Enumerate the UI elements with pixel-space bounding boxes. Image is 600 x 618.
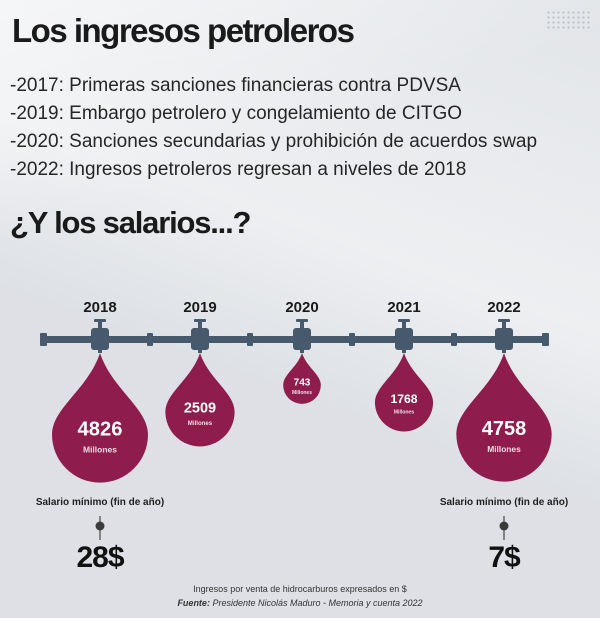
footnote-units: Ingresos por venta de hidrocarburos expr… bbox=[193, 584, 407, 594]
pipe-joint bbox=[451, 333, 457, 346]
pipe-joint bbox=[349, 333, 355, 346]
wage-marker-dot-icon bbox=[499, 521, 509, 531]
year-label-2020: 2020 bbox=[285, 299, 318, 316]
revenue-unit-label-2019: Millones bbox=[188, 420, 213, 427]
revenue-value-2021: 1768 bbox=[390, 392, 417, 406]
revenue-unit-label-2022: Millones bbox=[487, 444, 521, 454]
revenue-value-2019: 2509 bbox=[184, 401, 216, 417]
dot-pattern-decoration bbox=[546, 10, 592, 30]
valve-spout-icon bbox=[300, 349, 304, 353]
valve-stem-icon bbox=[198, 321, 202, 329]
valve-body-icon bbox=[191, 328, 209, 350]
revenue-value-2020: 743 bbox=[294, 378, 311, 389]
revenue-value-2018: 4826 bbox=[78, 419, 123, 441]
revenue-drop-2022 bbox=[456, 353, 552, 482]
valve-spout-icon bbox=[402, 349, 406, 353]
valve-stem-icon bbox=[98, 321, 102, 329]
minimum-wage-value-2018: 28$ bbox=[76, 541, 124, 574]
revenue-drop-2021 bbox=[374, 353, 434, 432]
revenue-unit-label-2021: Millones bbox=[394, 409, 415, 415]
section-subtitle: ¿Y los salarios...? bbox=[10, 205, 251, 240]
valve-body-icon bbox=[495, 328, 513, 350]
valve-spout-icon bbox=[198, 349, 202, 353]
valve-stem-icon bbox=[502, 321, 506, 329]
valve-spout-icon bbox=[98, 349, 102, 353]
valve-handle-icon bbox=[296, 319, 308, 322]
event-item: -2017: Primeras sanciones financieras co… bbox=[10, 75, 461, 96]
valve-handle-icon bbox=[94, 319, 106, 322]
valve-handle-icon bbox=[398, 319, 410, 322]
valve-body-icon bbox=[293, 328, 311, 350]
page-title: Los ingresos petroleros bbox=[12, 12, 355, 49]
year-label-2022: 2022 bbox=[487, 299, 520, 316]
valve-handle-icon bbox=[194, 319, 206, 322]
valve-body-icon bbox=[395, 328, 413, 350]
valve-body-icon bbox=[91, 328, 109, 350]
source-text: Presidente Nicolás Maduro - Memoria y cu… bbox=[209, 598, 423, 608]
revenue-drop-2018 bbox=[52, 353, 148, 483]
revenue-value-2022: 4758 bbox=[482, 418, 527, 440]
year-label-2019: 2019 bbox=[183, 299, 216, 316]
year-label-2021: 2021 bbox=[387, 299, 420, 316]
pipe-joint bbox=[247, 333, 253, 346]
valve-stem-icon bbox=[402, 321, 406, 329]
minimum-wage-label-2018: Salario mínimo (fin de año) bbox=[35, 497, 165, 508]
minimum-wage-value-2022: 7$ bbox=[488, 541, 520, 574]
valve-spout-icon bbox=[502, 349, 506, 353]
footnote-source: Fuente: Presidente Nicolás Maduro - Memo… bbox=[0, 598, 600, 608]
revenue-drop-2020 bbox=[283, 353, 321, 404]
pipe-joint bbox=[147, 333, 153, 346]
revenue-unit-label-2020: Millones bbox=[292, 390, 312, 396]
revenue-unit-label-2018: Millones bbox=[83, 445, 117, 455]
event-item: -2020: Sanciones secundarias y prohibici… bbox=[10, 131, 538, 152]
wage-marker-dot-icon bbox=[95, 521, 105, 531]
event-item: -2019: Embargo petrolero y congelamiento… bbox=[10, 103, 463, 124]
year-label-2018: 2018 bbox=[83, 299, 116, 316]
event-item: -2022: Ingresos petroleros regresan a ni… bbox=[10, 159, 467, 180]
minimum-wage-label-2022: Salario mínimo (fin de año) bbox=[439, 497, 569, 508]
pipe-end-right bbox=[542, 333, 549, 346]
valve-stem-icon bbox=[300, 321, 304, 329]
source-label: Fuente: bbox=[177, 598, 210, 608]
revenue-drop-2019 bbox=[165, 353, 235, 447]
pipe-end-left bbox=[40, 333, 47, 346]
valve-handle-icon bbox=[498, 319, 510, 322]
event-list: -2017: Primeras sanciones financieras co… bbox=[10, 72, 537, 184]
